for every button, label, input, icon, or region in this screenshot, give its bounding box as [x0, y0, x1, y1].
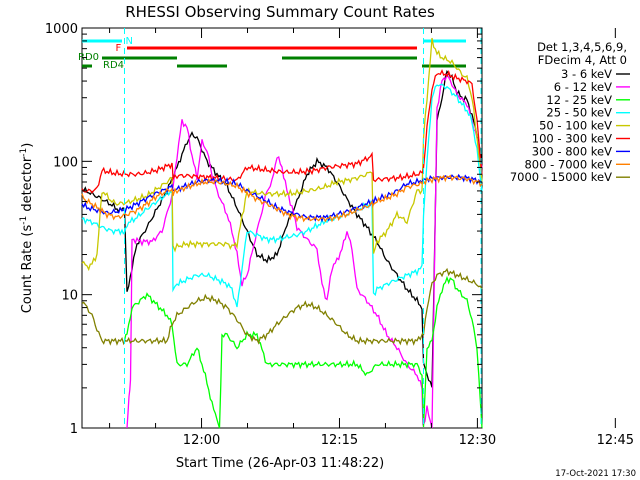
timestamp: 17-Oct-2021 17:30: [555, 469, 636, 479]
flag-label-f: F: [116, 43, 122, 54]
legend-label-9: 7000 - 15000 keV: [510, 170, 612, 184]
legend-label-6: 100 - 300 keV: [532, 132, 612, 146]
x-tick-label: 12:30: [459, 433, 496, 448]
flag-label-rd4: RD4: [103, 60, 124, 71]
x-tick-label: 12:00: [183, 433, 220, 448]
series-line-4: [81, 83, 483, 308]
y-tick-label: 1000: [45, 22, 78, 37]
legend-label-3: 12 - 25 keV: [546, 93, 612, 107]
y-tick-label: 100: [53, 155, 78, 170]
y-axis: 1 10 100 1000: [45, 22, 482, 437]
series-line-5: [81, 37, 483, 272]
legend-label-8: 800 - 7000 keV: [524, 157, 612, 171]
series-line-7: [81, 173, 483, 223]
series-line-8: [81, 174, 483, 223]
plot-frame: [81, 27, 483, 429]
series-line-6: [81, 69, 483, 194]
x-tick-label: 12:15: [321, 433, 358, 448]
x-axis-label: Start Time (26-Apr-03 11:48:22): [176, 456, 384, 471]
flag-label-n: N: [126, 36, 133, 47]
chart-title: RHESSI Observing Summary Count Rates: [125, 3, 435, 21]
y-tick-label: 1: [70, 422, 78, 437]
legend-label-2: 6 - 12 keV: [554, 80, 612, 94]
vertical-markers: [124, 28, 482, 428]
legend-label-5: 50 - 100 keV: [539, 119, 612, 133]
series-line-9: [81, 267, 483, 346]
series-line-1: [81, 69, 483, 388]
y-axis-label-suffix: ): [20, 143, 35, 148]
legend-label-1: 3 - 6 keV: [561, 67, 612, 81]
series-line-3: [123, 275, 483, 429]
y-tick-label: 10: [61, 289, 78, 304]
y-axis-label-prefix: Count Rate (s: [20, 225, 35, 314]
y-axis-label: Count Rate (s-1 detector-1): [19, 143, 35, 314]
legend: Det 1,3,4,5,6,9, FDecim 4, Att 0 3 - 6 k…: [510, 40, 630, 184]
legend-header-line2: FDecim 4, Att 0: [538, 53, 627, 67]
plot-area: NF RD0 RD4: [78, 27, 483, 429]
y-axis-label-exp2: -1: [19, 148, 29, 157]
legend-header-line1: Det 1,3,4,5,6,9,: [537, 40, 627, 54]
series-group: [81, 37, 483, 429]
y-axis-label-exp1: -1: [19, 216, 29, 225]
instrument-flags: NF RD0 RD4: [78, 36, 466, 71]
legend-label-7: 300 - 800 keV: [532, 144, 612, 158]
legend-label-4: 25 - 50 keV: [546, 106, 612, 120]
x-tick-label: 12:45: [597, 433, 634, 448]
y-axis-label-mid: detector: [20, 156, 35, 216]
flag-label-rd0: RD0: [78, 52, 99, 63]
